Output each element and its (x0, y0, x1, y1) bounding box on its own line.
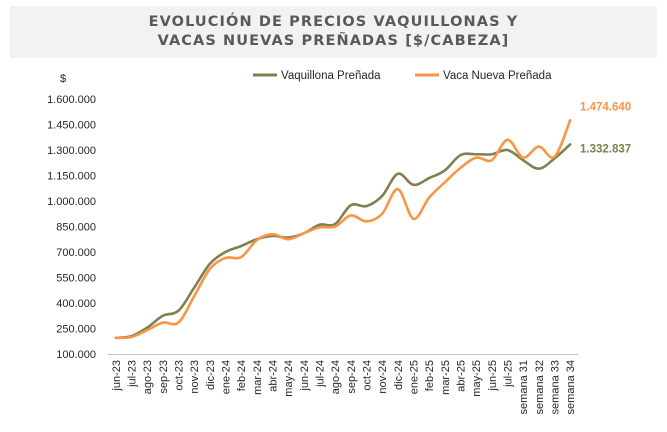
y-tick-label: 400.000 (56, 298, 96, 310)
series-lines (114, 119, 572, 340)
y-tick-label: 850.000 (56, 222, 96, 234)
x-tick-label: ene-25 (409, 360, 421, 394)
x-tick-label: semana 34 (565, 360, 577, 414)
y-tick-label: 1.600.000 (47, 94, 96, 106)
x-tick-label: mar-25 (440, 360, 452, 395)
y-tick-label: 1.000.000 (47, 196, 96, 208)
series-line-vaquillona-prenada (114, 143, 572, 340)
x-tick-label: jun-25 (487, 360, 499, 392)
y-tick-label: 1.300.000 (47, 145, 96, 157)
legend-label-vaquillona: Vaquillona Preñada (281, 70, 381, 82)
chart-title-line-2: VACAS NUEVAS PREÑADAS [$/CABEZA] (157, 33, 510, 49)
x-tick-label: mar-24 (252, 360, 264, 395)
x-tick-label: jul-25 (503, 360, 515, 388)
chart-title: EVOLUCIÓN DE PRECIOS VAQUILLONAS Y VACAS… (10, 6, 657, 58)
y-axis-ticks: 100.000 250.000 400.000 550.000 700.000 850.0… (47, 94, 96, 361)
x-tick-label: oct-24 (362, 360, 374, 391)
x-tick-label: semana 33 (550, 360, 562, 414)
x-axis-ticks: jun-23 jul-23 ago-23 sep-23 oct-23 nov-23 dic-… (111, 360, 577, 414)
y-tick-label: 1.150.000 (47, 171, 96, 183)
x-tick-label: ene-24 (221, 360, 233, 394)
x-tick-label: nov-24 (377, 360, 389, 394)
x-tick-label: nov-23 (189, 360, 201, 394)
y-tick-label: 100.000 (56, 349, 96, 361)
x-tick-label: semana 31 (518, 360, 530, 414)
y-tick-label: 250.000 (56, 324, 96, 336)
x-tick-label: feb-25 (424, 360, 436, 391)
y-axis-unit-label: $ (60, 73, 66, 85)
chart-title-line-1: EVOLUCIÓN DE PRECIOS VAQUILLONAS Y (148, 14, 519, 30)
x-tick-label: jul-23 (127, 360, 139, 388)
x-tick-label: dic-24 (393, 360, 405, 390)
y-tick-label: 700.000 (56, 247, 96, 259)
end-label-vaca: 1.474.640 (580, 101, 631, 113)
x-tick-label: jun-24 (299, 360, 311, 392)
x-tick-label: ago-24 (330, 360, 342, 394)
x-tick-label: oct-23 (174, 360, 186, 391)
x-tick-label: semana 32 (534, 360, 546, 414)
y-tick-label: 550.000 (56, 273, 96, 285)
legend-label-vaca: Vaca Nueva Preñada (443, 70, 552, 82)
x-tick-label: feb-24 (236, 360, 248, 391)
legend: Vaquillona Preñada Vaca Nueva Preñada (253, 70, 552, 82)
y-tick-label: 1.450.000 (47, 120, 96, 132)
x-tick-label: dic-23 (205, 360, 217, 390)
x-tick-label: jul-24 (315, 360, 327, 388)
x-tick-label: abr-24 (268, 360, 280, 392)
x-tick-label: jun-23 (111, 360, 123, 392)
end-label-vaquillona: 1.332.837 (580, 143, 631, 155)
x-tick-label: ago-23 (142, 360, 154, 394)
series-line-vaca-nueva-prenada (114, 119, 572, 340)
end-labels: 1.332.837 1.474.640 (580, 101, 631, 155)
x-tick-label: may-24 (283, 360, 295, 397)
x-tick-label: sep-23 (158, 360, 170, 394)
x-tick-label: may-25 (471, 360, 483, 397)
x-tick-label: sep-24 (346, 360, 358, 394)
x-tick-label: abr-25 (456, 360, 468, 392)
